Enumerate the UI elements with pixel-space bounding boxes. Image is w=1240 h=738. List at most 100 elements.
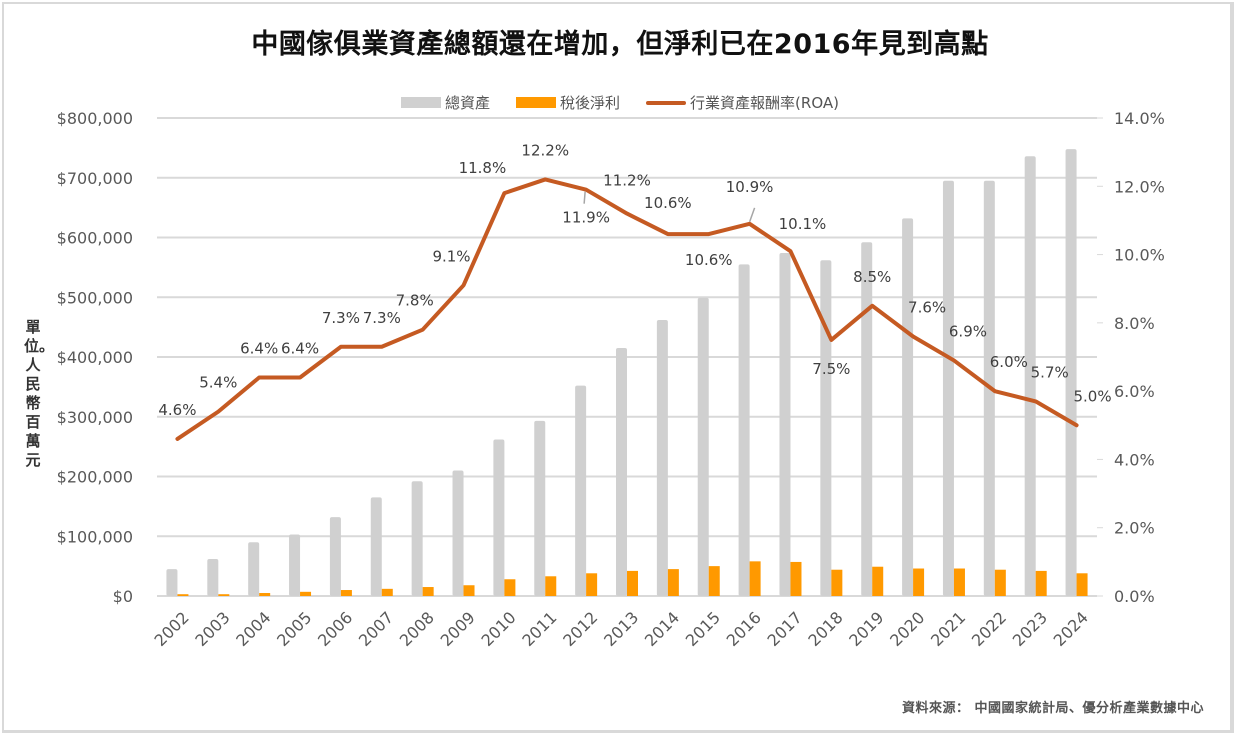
bar-total-assets	[1024, 156, 1036, 597]
bar-net-profit	[667, 569, 679, 596]
x-tick-label: 2002	[151, 608, 193, 650]
bar-net-profit	[790, 561, 802, 596]
x-tick-label: 2006	[314, 608, 356, 650]
roa-data-label: 10.9%	[726, 178, 774, 196]
bar-total-assets	[942, 180, 954, 597]
bar-net-profit	[545, 576, 557, 596]
y-right-tick-label: 10.0%	[1114, 246, 1165, 265]
y-left-tick-label: $300,000	[57, 408, 133, 427]
y-left-tick-label: $200,000	[57, 468, 133, 487]
bar-total-assets	[493, 439, 505, 596]
roa-data-label: 11.8%	[459, 159, 507, 177]
bar-net-profit	[994, 569, 1006, 596]
roa-data-label: 10.1%	[779, 215, 827, 233]
y-right-tick-label: 8.0%	[1114, 314, 1155, 333]
roa-data-label: 4.6%	[158, 401, 196, 419]
bar-total-assets	[289, 534, 301, 596]
bar-net-profit	[259, 593, 271, 596]
bar-total-assets	[861, 242, 873, 596]
y-right-tick-label: 4.0%	[1114, 450, 1155, 469]
y-left-tick-label: $800,000	[57, 109, 133, 128]
legend-swatch-total-assets	[401, 97, 442, 108]
roa-data-label: 7.3%	[363, 309, 401, 327]
legend-swatch-roa	[646, 100, 687, 105]
roa-data-label: 6.0%	[990, 353, 1028, 371]
legend-item-roa: 行業資產報酬率(ROA)	[646, 92, 839, 113]
bar-net-profit	[1035, 570, 1047, 596]
bar-net-profit	[463, 585, 475, 596]
bar-total-assets	[329, 517, 341, 596]
bar-total-assets	[738, 264, 750, 596]
leader-line	[583, 191, 586, 204]
bar-net-profit	[872, 566, 884, 596]
bar-net-profit	[749, 561, 761, 596]
roa-data-label: 11.9%	[562, 209, 610, 227]
x-tick-label: 2003	[191, 608, 233, 650]
x-tick-label: 2010	[477, 608, 519, 650]
x-tick-label: 2018	[804, 608, 846, 650]
bar-total-assets	[1065, 149, 1077, 596]
bar-net-profit	[913, 568, 925, 596]
roa-data-label: 12.2%	[521, 141, 569, 159]
bar-net-profit	[177, 594, 189, 596]
legend-item-net-profit: 稅後淨利	[516, 92, 620, 113]
legend-swatch-net-profit	[516, 97, 557, 108]
x-tick-label: 2022	[968, 608, 1010, 650]
x-tick-label: 2021	[927, 608, 969, 650]
y-axis-left: $0 $100,000 $200,000 $300,000 $400,000 $500,0…	[57, 109, 133, 606]
bar-total-assets	[166, 569, 178, 596]
legend: 總資產 稅後淨利 行業資產報酬率(ROA)	[0, 92, 1240, 113]
bar-net-profit	[340, 590, 352, 596]
bar-total-assets	[534, 420, 546, 596]
x-tick-label: 2009	[437, 608, 479, 650]
x-tick-label: 2013	[600, 608, 642, 650]
y-right-tick-label: 14.0%	[1114, 109, 1165, 128]
x-tick-label: 2014	[641, 608, 683, 650]
bar-total-assets	[616, 348, 627, 596]
bar-total-assets	[820, 260, 832, 596]
bar-net-profit	[831, 569, 843, 596]
y-right-tick-label: 12.0%	[1114, 177, 1165, 196]
legend-label-roa: 行業資產報酬率(ROA)	[690, 94, 839, 112]
bar-net-profit	[627, 570, 638, 596]
roa-data-label: 5.4%	[199, 374, 237, 392]
roa-data-label: 6.9%	[949, 322, 987, 340]
x-tick-label: 2016	[723, 608, 765, 650]
x-tick-label: 2015	[682, 608, 724, 650]
legend-label-total-assets: 總資產	[445, 94, 491, 112]
bar-total-assets	[248, 542, 260, 596]
y-left-tick-label: $0	[113, 587, 133, 606]
roa-data-label: 5.7%	[1031, 363, 1069, 381]
y-right-tick-label: 2.0%	[1114, 519, 1155, 538]
bar-net-profit	[381, 588, 393, 596]
bar-total-assets	[656, 319, 668, 596]
bar-total-assets	[452, 470, 464, 596]
bar-net-profit	[422, 587, 434, 596]
x-tick-label: 2008	[396, 608, 438, 650]
bar-total-assets	[697, 297, 709, 596]
legend-label-net-profit: 稅後淨利	[560, 94, 621, 112]
bar-total-assets	[575, 385, 587, 596]
roa-data-label: 8.5%	[853, 268, 891, 286]
roa-data-label: 7.5%	[812, 360, 850, 378]
roa-data-label: 10.6%	[685, 251, 733, 269]
roa-data-label: 7.3%	[322, 309, 360, 327]
x-tick-label: 2023	[1009, 608, 1051, 650]
x-tick-label: 2007	[355, 608, 397, 650]
roa-data-label: 7.8%	[396, 292, 434, 310]
leader-line	[748, 207, 756, 223]
bar-total-assets	[411, 481, 423, 596]
y-left-tick-label: $500,000	[57, 288, 133, 307]
x-tick-label: 2024	[1050, 608, 1092, 650]
x-tick-label: 2017	[764, 608, 806, 650]
bar-net-profit	[300, 591, 312, 596]
chart-title: 中國傢俱業資產總額還在增加，但淨利已在2016年見到高點	[251, 29, 989, 60]
bar-net-profit	[1076, 573, 1088, 596]
bar-total-assets	[902, 218, 914, 596]
x-tick-label: 2011	[518, 608, 560, 650]
y-right-tick-label: 0.0%	[1114, 587, 1155, 606]
roa-data-label: 10.6%	[644, 194, 692, 212]
y-left-tick-label: $700,000	[57, 169, 133, 188]
bar-net-profit	[504, 579, 516, 596]
